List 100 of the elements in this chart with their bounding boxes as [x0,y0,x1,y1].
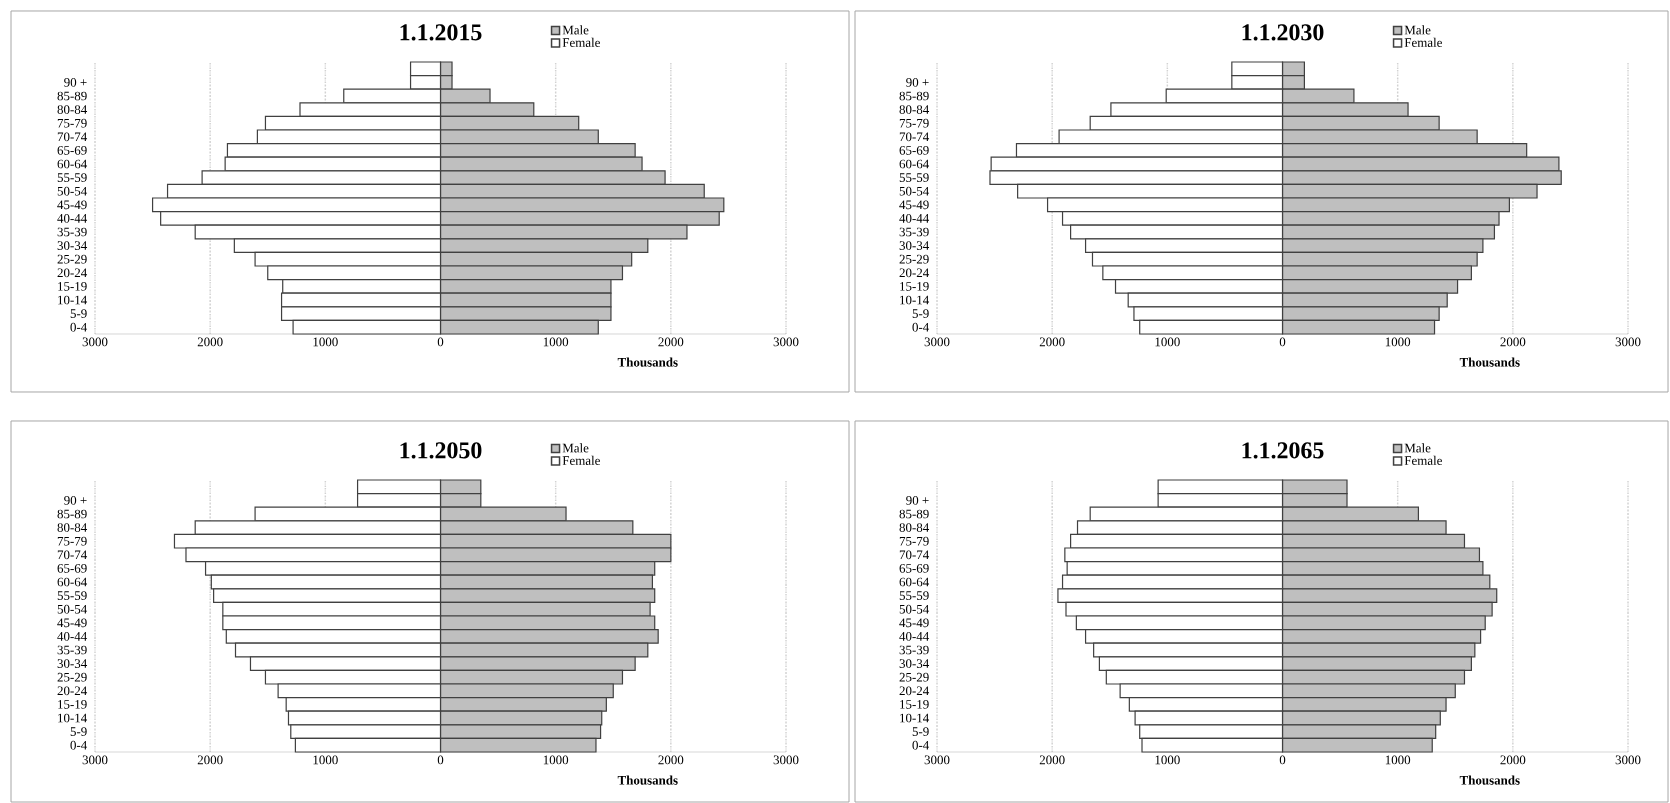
y-tick-label: 70-74 [899,132,930,142]
x-tick-label: 1000 [313,755,338,765]
y-tick-label: 65-69 [899,564,929,573]
y-tick-label: 5-9 [912,727,929,736]
y-tick-label: 85-89 [57,91,87,101]
y-tick-label: 70-74 [57,550,88,560]
chart-title: 1.1.2065 [1242,442,1324,459]
y-tick-label: 90 + [64,496,87,505]
y-tick-label: 20-24 [899,268,930,278]
x-tick-label: 1000 [313,337,338,347]
chart-title: 1.1.2030 [1242,24,1324,41]
y-tick-label: 10-14 [900,713,930,723]
y-tick-label: 20-24 [899,686,930,696]
y-tick-label: 5-9 [70,727,87,736]
y-tick-label: 45-49 [899,200,929,210]
x-tick-label: 3000 [1615,337,1641,347]
y-tick-label: 5-9 [70,309,87,318]
y-tick-label: 75-79 [899,536,929,546]
y-tick-label: 30-34 [899,241,930,250]
y-tick-label: 90 + [906,496,929,505]
x-tick-label: 0 [437,755,444,765]
x-tick-label: 3000 [773,755,799,765]
x-tick-label: 0 [1279,755,1286,765]
legend-label: Female [1404,37,1442,47]
legend-label: Female [562,37,600,47]
y-tick-label: 60-64 [899,577,930,587]
y-tick-label: 10-14 [58,713,88,723]
x-tick-label: 0 [437,337,444,347]
y-tick-label: 80-84 [899,523,930,532]
x-tick-label: 1000 [1385,337,1411,347]
y-tick-label: 35-39 [57,645,87,655]
x-tick-label: 2000 [197,337,223,347]
x-tick-label: 3000 [924,337,950,347]
y-tick-label: 75-79 [57,536,87,546]
y-tick-label: 15-19 [58,282,87,291]
x-axis-title: Thousands [617,775,678,785]
x-tick-label: 1000 [1155,337,1180,347]
x-tick-label: 1000 [1385,755,1411,765]
y-tick-label: 80-84 [57,523,88,532]
y-tick-label: 80-84 [899,105,930,114]
y-tick-label: 60-64 [899,159,930,169]
y-tick-label: 45-49 [57,200,87,210]
x-tick-label: 1000 [1155,755,1180,765]
y-tick-label: 10-14 [900,295,930,305]
y-tick-label: 15-19 [900,282,929,291]
y-tick-label: 80-84 [57,105,88,114]
y-tick-label: 40-44 [57,632,88,641]
y-tick-label: 30-34 [57,659,88,668]
y-tick-label: 15-19 [900,700,929,709]
y-tick-label: 90 + [64,78,87,87]
y-tick-label: 90 + [906,78,929,87]
y-tick-label: 55-59 [899,173,929,182]
y-tick-label: 25-29 [899,254,929,264]
x-tick-label: 3000 [924,755,950,765]
y-tick-label: 75-79 [57,118,87,128]
y-tick-label: 15-19 [58,700,87,709]
y-tick-label: 85-89 [899,509,929,519]
y-tick-label: 55-59 [57,591,87,600]
y-tick-label: 85-89 [899,91,929,101]
y-tick-label: 55-59 [57,173,87,182]
legend-label: Male [1404,443,1431,453]
x-tick-label: 1000 [543,337,569,347]
y-tick-label: 60-64 [57,577,88,587]
y-tick-label: 65-69 [899,146,929,155]
y-tick-label: 5-9 [912,309,929,318]
chart-title: 1.1.2015 [400,24,482,41]
y-tick-label: 0-4 [912,740,930,750]
y-tick-label: 75-79 [899,118,929,128]
y-tick-label: 85-89 [57,509,87,519]
y-tick-label: 25-29 [899,672,929,682]
y-tick-label: 0-4 [70,322,88,332]
y-tick-label: 35-39 [899,645,929,655]
y-tick-label: 50-54 [57,604,88,614]
y-tick-label: 30-34 [899,659,930,668]
legend-label: Male [562,25,589,35]
y-tick-label: 0-4 [912,322,930,332]
y-tick-label: 40-44 [57,214,88,223]
x-tick-label: 2000 [1039,337,1065,347]
y-tick-label: 0-4 [70,740,88,750]
x-tick-label: 2000 [658,337,684,347]
x-tick-label: 2000 [1500,755,1526,765]
y-tick-label: 50-54 [57,186,88,196]
y-tick-label: 50-54 [899,604,930,614]
x-tick-label: 2000 [658,755,684,765]
legend-label: Male [562,443,589,453]
y-tick-label: 20-24 [57,268,88,278]
y-tick-label: 70-74 [57,132,88,142]
x-tick-label: 3000 [773,337,799,347]
y-tick-label: 65-69 [57,564,87,573]
legend-label: Male [1404,25,1431,35]
y-tick-label: 45-49 [899,618,929,628]
x-tick-label: 0 [1279,337,1286,347]
y-tick-label: 25-29 [57,672,87,682]
x-axis-title: Thousands [1459,357,1520,367]
y-tick-label: 35-39 [899,227,929,237]
legend-label: Female [562,455,600,465]
y-tick-label: 40-44 [899,632,930,641]
chart-title: 1.1.2050 [400,442,482,459]
x-axis-title: Thousands [617,357,678,367]
y-tick-label: 45-49 [57,618,87,628]
